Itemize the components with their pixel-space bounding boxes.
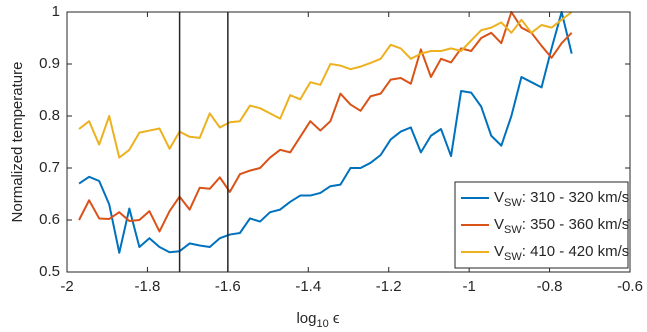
x-tick-label: -1.8 <box>134 278 160 295</box>
y-tick-label: 0.5 <box>39 263 60 280</box>
x-tick-label: -1.4 <box>295 278 321 295</box>
plot-frame <box>66 11 631 273</box>
series-line <box>78 11 573 233</box>
series-line <box>78 11 573 159</box>
x-tick-label: -2 <box>60 278 73 295</box>
series-line <box>78 11 573 254</box>
legend-label: VSW: 350 - 360 km/s <box>494 216 629 236</box>
y-tick-label: 1 <box>52 3 60 20</box>
y-tick-label: 0.9 <box>39 55 60 72</box>
legend-label: VSW: 410 - 420 km/s <box>494 243 629 263</box>
y-tick-label: 0.7 <box>39 159 60 176</box>
x-axis-label: log10 ϵ <box>296 310 339 330</box>
x-tick-label: -1.2 <box>376 278 402 295</box>
y-axis-label: Normalized temperature <box>9 62 26 223</box>
x-tick-label: -0.8 <box>537 278 563 295</box>
legend-label: VSW: 310 - 320 km/s <box>494 189 629 209</box>
y-tick-label: 0.8 <box>39 107 60 124</box>
x-tick-label: -1.6 <box>215 278 241 295</box>
x-tick-label: -0.6 <box>617 278 643 295</box>
y-tick-label: 0.6 <box>39 211 60 228</box>
x-tick-label: -1 <box>462 278 475 295</box>
